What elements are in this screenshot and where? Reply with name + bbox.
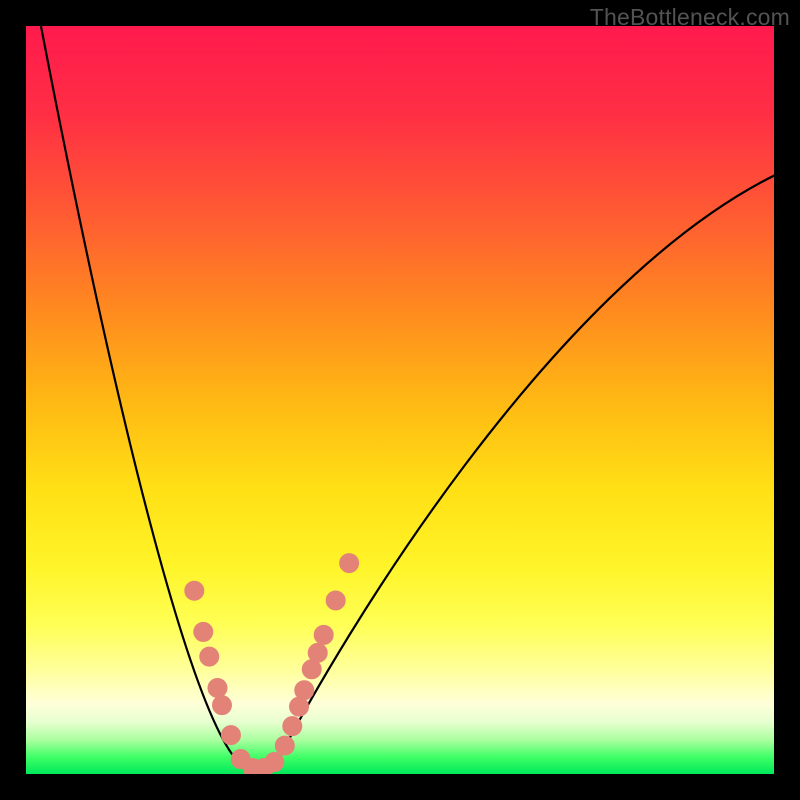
- data-marker: [265, 753, 284, 772]
- data-marker: [308, 643, 327, 662]
- data-marker: [208, 678, 227, 697]
- data-marker: [326, 591, 345, 610]
- gradient-background: [26, 26, 774, 774]
- data-marker: [200, 647, 219, 666]
- data-marker: [212, 696, 231, 715]
- data-marker: [314, 625, 333, 644]
- data-marker: [295, 681, 314, 700]
- data-marker: [275, 736, 294, 755]
- watermark-text: TheBottleneck.com: [590, 4, 790, 31]
- bottleneck-chart: [26, 26, 774, 774]
- data-marker: [340, 554, 359, 573]
- data-marker: [283, 717, 302, 736]
- data-marker: [221, 726, 240, 745]
- chart-frame: [0, 0, 800, 800]
- data-marker: [194, 622, 213, 641]
- data-marker: [185, 581, 204, 600]
